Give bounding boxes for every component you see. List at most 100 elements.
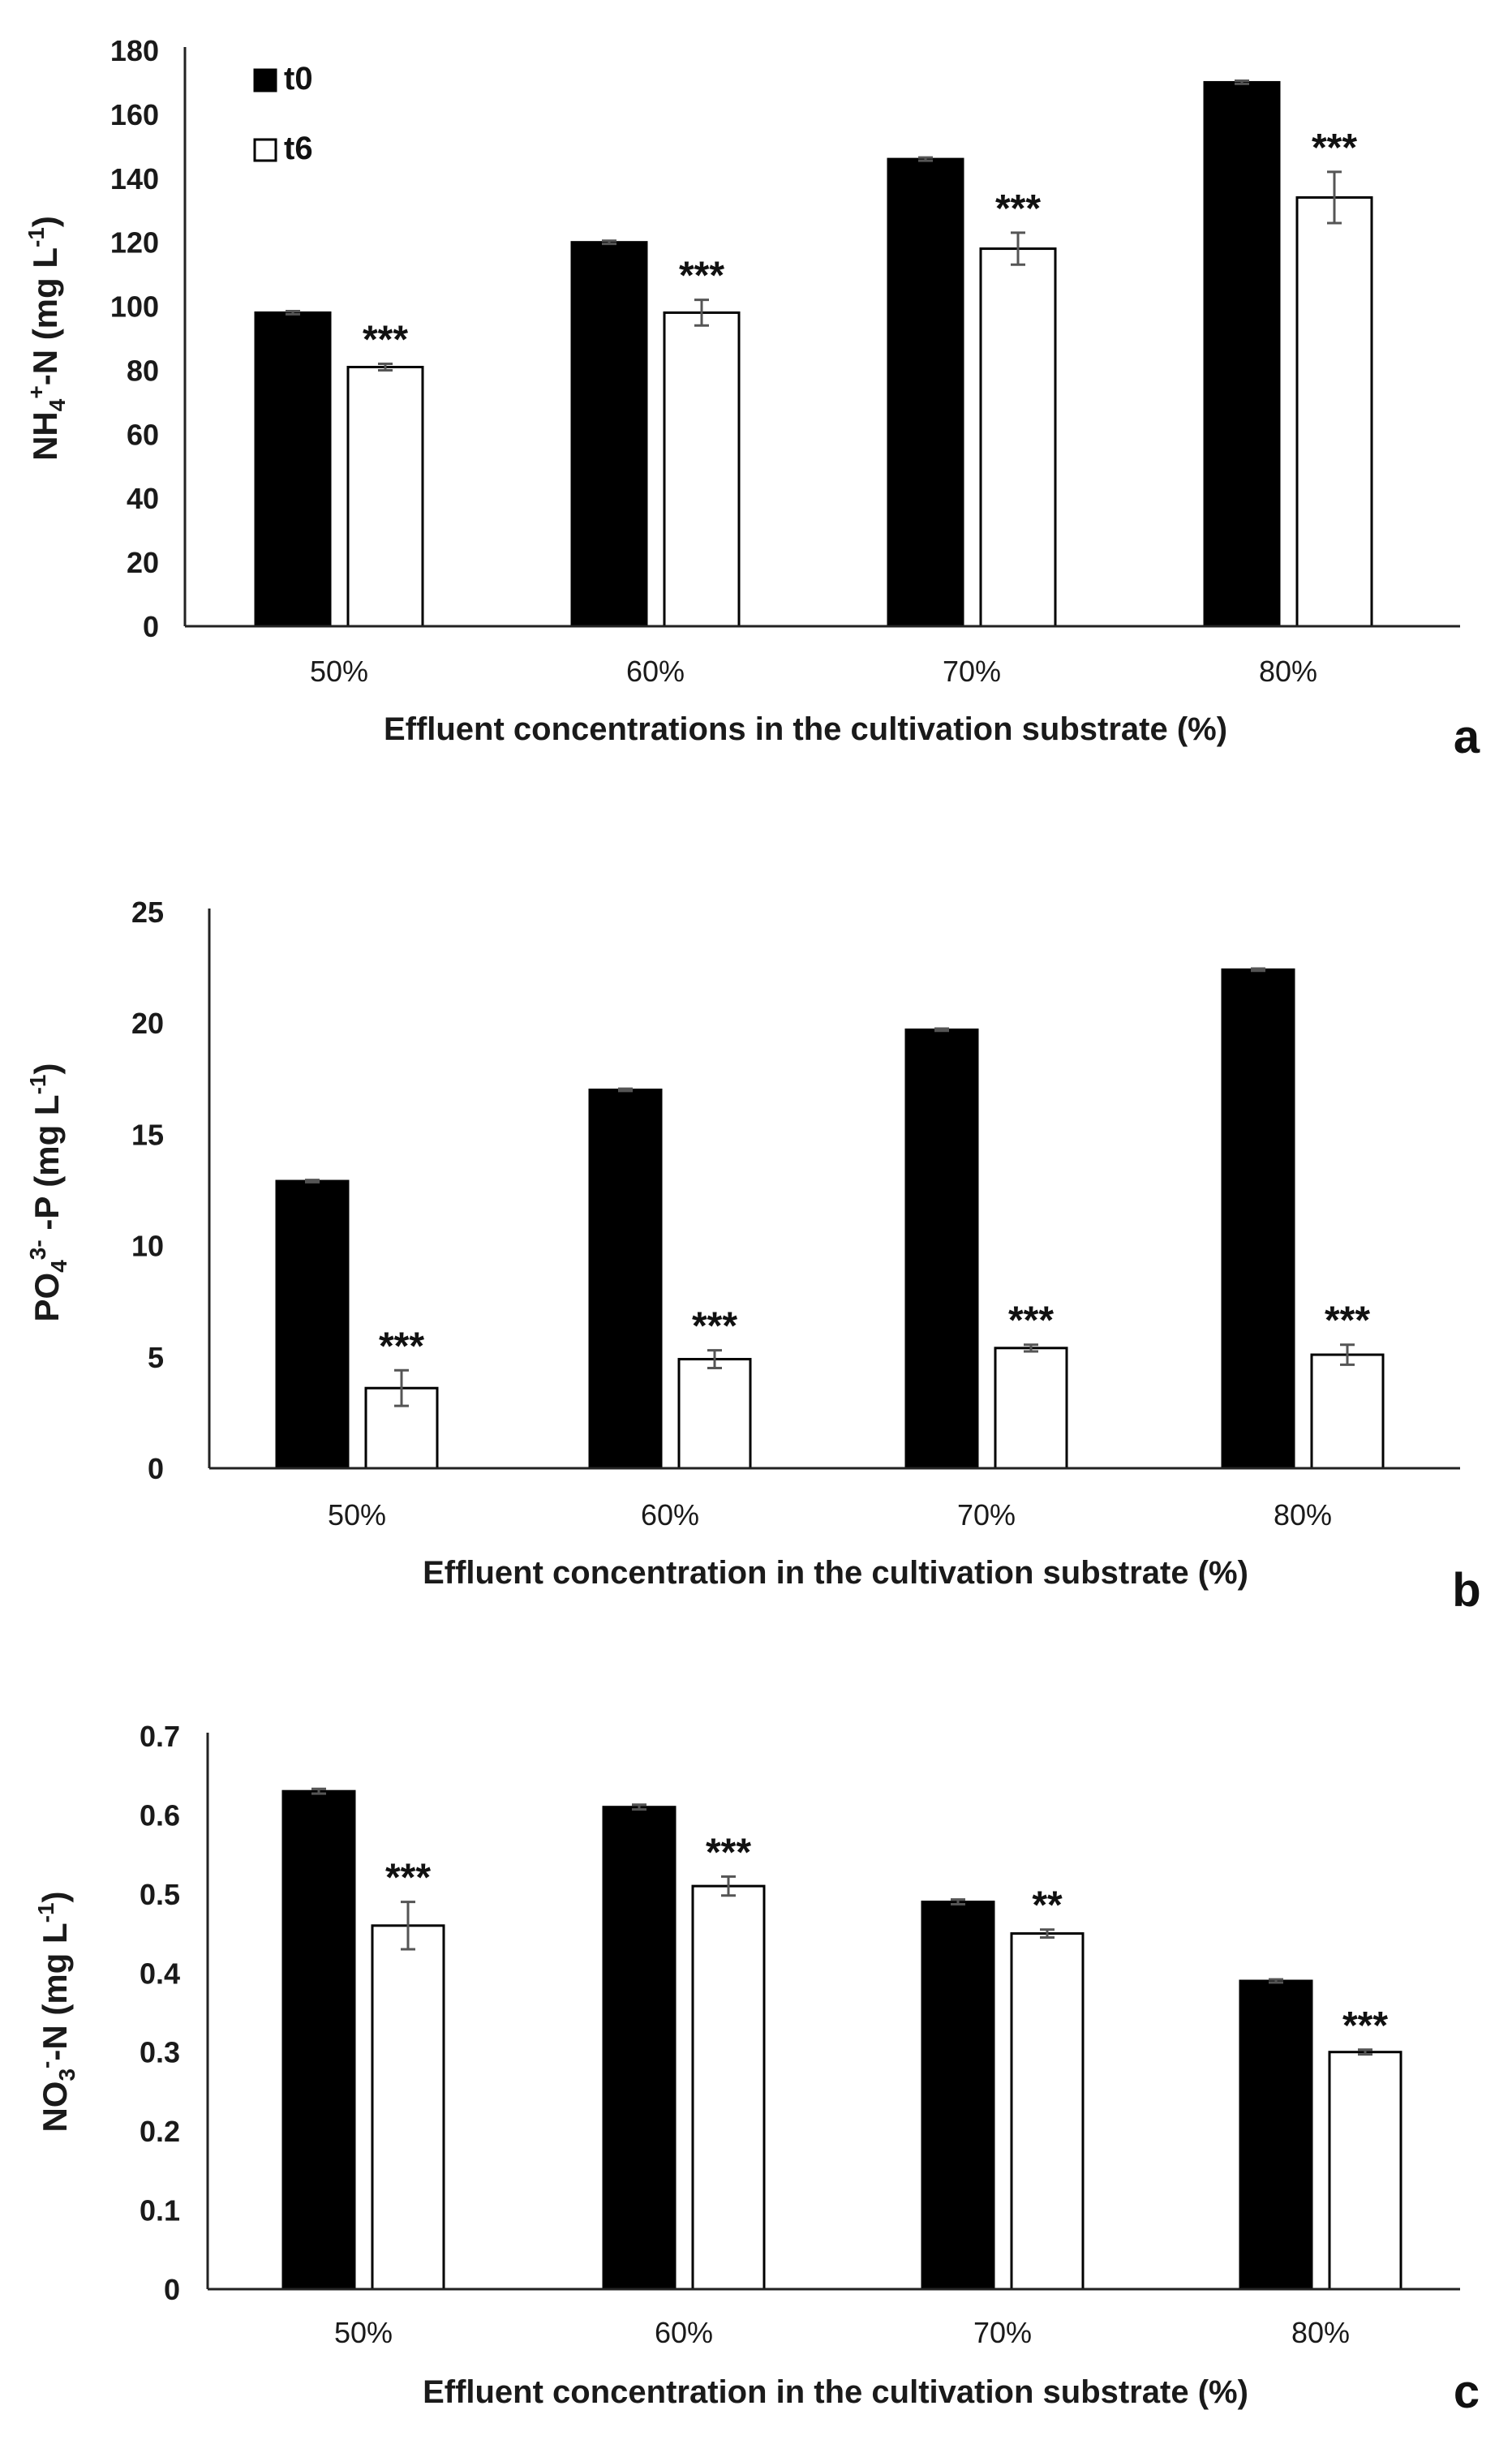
y-axis-label: NO3--N (mg L-1) [33,1891,79,2132]
y-tick-label: 80 [127,354,159,387]
bar-t0-0 [254,311,332,628]
y-tick-label: 60 [127,418,159,451]
x-tick-label: 50% [310,655,368,688]
significance-label: *** [385,1857,431,1900]
bar-t6-2 [994,1347,1068,1470]
y-tick-label: 160 [110,98,159,131]
x-axis-label: Effluent concentration in the cultivatio… [423,2374,1248,2410]
y-axis-label-part: ) [26,216,64,227]
x-tick-label: 80% [1274,1498,1332,1532]
bar-t0-2 [904,1028,979,1470]
bar-t0-1 [588,1089,663,1470]
y-axis-label-part: 4 [46,1260,71,1273]
bar-t6-3 [1310,1353,1385,1470]
x-tick-label: 60% [626,655,685,688]
y-axis-label-part: 3- [25,1239,50,1260]
y-tick-label: 10 [131,1230,164,1263]
y-tick-label: 0 [143,610,159,643]
x-tick-label: 80% [1291,2316,1350,2349]
significance-label: *** [1312,127,1357,170]
bar-t0-3 [1221,968,1295,1470]
significance-label: *** [706,1831,751,1874]
panel-letter: b [1452,1564,1480,1617]
chart-panel-a: 0 20 40 60 80 100 120 140 160 180 *** 50% *** 60% *** 7… [24,34,1480,763]
y-tick-label: 15 [131,1118,164,1151]
bar-t6-1 [663,311,741,628]
y-axis-label: NH4+-N (mg L-1) [24,216,70,461]
bar-t6-3 [1328,2051,1402,2291]
y-tick-label: 0.2 [140,2115,180,2148]
x-tick-label: 50% [334,2316,393,2349]
y-tick-label: 0.5 [140,1878,180,1911]
y-tick-label: 180 [110,34,159,67]
bar-t6-3 [1295,195,1373,628]
x-tick-label: 60% [641,1498,699,1532]
y-axis-label-part: + [24,385,49,398]
significance-label: *** [1342,2004,1388,2047]
significance-label: *** [995,187,1041,230]
bar-t0-2 [887,157,964,628]
y-axis-label: PO43- -P (mg L-1) [25,1063,71,1322]
y-tick-label: 40 [127,482,159,515]
x-tick-label: 70% [973,2316,1032,2349]
y-tick-label: 0.6 [140,1798,180,1832]
y-axis-label-part: NO [36,2081,74,2133]
y-axis-label-part: - [33,2061,58,2069]
significance-label: ** [1032,1884,1063,1927]
bar-t6-1 [677,1358,752,1470]
y-axis-label-part: PO [28,1273,66,1322]
y-tick-label: 0 [148,1452,164,1485]
y-tick-label: 0.4 [140,1957,180,1990]
y-tick-label: 0.1 [140,2194,180,2227]
significance-label: *** [1325,1300,1370,1342]
bar-t0-3 [1239,1979,1313,2291]
y-axis-label-part: ) [36,1891,74,1902]
chart-panel-c: 0 0.1 0.2 0.3 0.4 0.5 0.6 0.7 *** 50% *** 60% ** 70% *… [33,1720,1480,2418]
x-tick-label: 50% [328,1498,386,1532]
bar-t6-0 [371,1924,445,2291]
bar-t0-1 [602,1806,677,2291]
significance-label: *** [679,255,724,298]
chart-panel-b: 0 5 10 15 20 25 *** 50% *** 60% *** 70% *** 80% Efflue… [25,896,1481,1617]
bar-t0-0 [275,1179,350,1470]
x-tick-label: 70% [957,1498,1016,1532]
y-axis-label-part: -P (mg L [28,1094,66,1239]
y-axis-label-part: -N (mg L [26,247,64,385]
bar-t6-1 [691,1884,766,2291]
x-tick-label: 70% [943,655,1001,688]
y-tick-label: 5 [148,1341,164,1374]
y-axis-label-part: ) [28,1063,66,1075]
y-tick-label: 140 [110,162,159,195]
legend-label-t0: t0 [284,61,313,97]
panel-letter: c [1454,2365,1480,2418]
panel-letter: a [1454,711,1480,763]
significance-label: *** [692,1305,737,1348]
y-tick-label: 0.7 [140,1720,180,1753]
x-tick-label: 80% [1259,655,1317,688]
bar-t6-0 [346,366,424,628]
legend-swatch-t0 [253,68,277,92]
bar-t6-2 [979,247,1057,628]
bar-t0-2 [921,1901,995,2291]
bar-t0-0 [281,1789,356,2291]
bar-t6-2 [1010,1932,1085,2291]
y-axis-label-part: 3 [54,2069,79,2081]
y-tick-label: 120 [110,226,159,260]
legend-label-t6: t6 [284,131,313,166]
y-tick-label: 0 [164,2273,180,2306]
y-tick-label: 100 [110,290,159,324]
bar-t0-1 [570,241,648,628]
legend-swatch-t6 [253,138,277,162]
y-tick-label: 20 [131,1007,164,1040]
significance-label: *** [363,319,408,362]
y-tick-label: 20 [127,546,159,579]
y-axis-label-part: -1 [24,227,49,247]
y-tick-label: 0.3 [140,2036,180,2069]
y-axis-label-part: -1 [33,1902,58,1922]
y-axis-label-part: NH [26,411,64,461]
bar-t0-3 [1203,80,1281,628]
y-axis-label-part: -N (mg L [36,1922,74,2060]
significance-label: *** [379,1325,424,1368]
y-axis-label-part: -1 [25,1075,50,1095]
